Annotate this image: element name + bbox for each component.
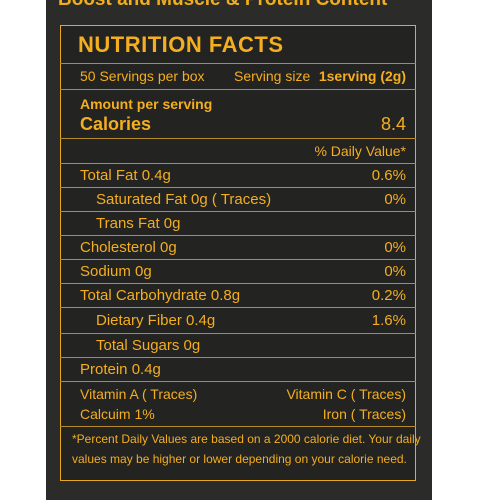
divider bbox=[60, 235, 416, 236]
row-dv: 1.6% bbox=[371, 312, 406, 329]
calcium: Calcuim 1% bbox=[80, 406, 155, 422]
divider bbox=[60, 89, 416, 90]
divider bbox=[60, 357, 416, 358]
row-dv: 0% bbox=[384, 263, 406, 280]
divider bbox=[60, 163, 416, 164]
row-dv: 0% bbox=[384, 191, 406, 208]
row-label: Total Fat 0.4g bbox=[80, 167, 171, 184]
row-label: Total Sugars 0g bbox=[96, 337, 201, 354]
row-label: Saturated Fat 0g ( Traces) bbox=[96, 191, 272, 208]
divider bbox=[60, 211, 416, 212]
row-label: Sodium 0g bbox=[80, 263, 152, 280]
daily-value-header: % Daily Value* bbox=[314, 143, 406, 159]
servings-per-box: 50 Servings per box bbox=[80, 68, 205, 84]
row-label: Cholesterol 0g bbox=[80, 239, 177, 256]
row-label: Protein 0.4g bbox=[80, 361, 161, 378]
nutrition-title: NUTRITION FACTS bbox=[78, 32, 284, 57]
top-partial-text: Boost and Muscle & Protein Content bbox=[58, 0, 387, 11]
divider bbox=[60, 333, 416, 334]
row-dv: 0.6% bbox=[371, 167, 406, 184]
amount-per-serving: Amount per serving bbox=[80, 96, 213, 112]
serving-size-value: 1serving (2g) bbox=[318, 68, 406, 84]
row-label: Trans Fat 0g bbox=[96, 215, 181, 232]
row-dv: 0.2% bbox=[371, 287, 406, 304]
footnote-line-2: values may be higher or lower depending … bbox=[72, 452, 407, 466]
serving-size-label: Serving size bbox=[234, 68, 311, 84]
divider bbox=[60, 138, 416, 139]
row-label: Total Carbohydrate 0.8g bbox=[80, 287, 241, 304]
divider bbox=[60, 381, 416, 382]
footnote-line-1: *Percent Daily Values are based on a 200… bbox=[72, 432, 421, 446]
divider bbox=[60, 307, 416, 308]
nutrition-panel bbox=[60, 25, 416, 481]
calories-value: 8.4 bbox=[380, 114, 406, 134]
vitamin-c: Vitamin C ( Traces) bbox=[286, 386, 406, 402]
divider bbox=[60, 259, 416, 260]
row-dv: 0% bbox=[384, 239, 406, 256]
divider bbox=[60, 187, 416, 188]
divider bbox=[60, 426, 416, 427]
calories-label: Calories bbox=[80, 114, 152, 134]
iron: Iron ( Traces) bbox=[322, 406, 406, 422]
vitamin-a: Vitamin A ( Traces) bbox=[80, 386, 198, 402]
divider bbox=[60, 283, 416, 284]
divider bbox=[60, 63, 416, 64]
row-label: Dietary Fiber 0.4g bbox=[96, 312, 216, 329]
